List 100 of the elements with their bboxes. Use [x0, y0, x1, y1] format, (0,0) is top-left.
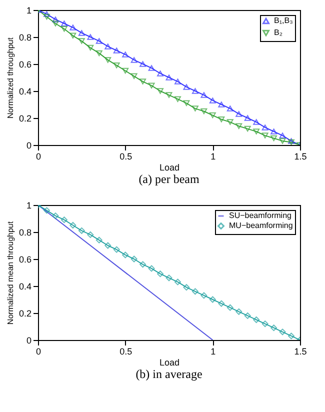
point — [140, 61, 146, 67]
point — [279, 138, 286, 144]
point — [148, 82, 155, 88]
x-tick-label: 0.5 — [120, 346, 132, 356]
point — [279, 132, 286, 138]
point — [262, 320, 268, 328]
point — [174, 78, 181, 84]
y-tick-label: 0.8 — [18, 32, 32, 42]
point — [104, 242, 112, 249]
point — [200, 292, 208, 299]
point — [200, 92, 208, 98]
point — [270, 135, 278, 142]
y-tick-label: 0.2 — [18, 114, 32, 124]
x-tick-label: 1.5 — [294, 152, 307, 162]
x-axis-title: Load — [159, 162, 180, 172]
point — [122, 52, 129, 58]
text: (a) per beam — [138, 172, 200, 186]
point — [96, 50, 102, 56]
y-tick-label: 0.4 — [18, 282, 32, 292]
point — [174, 96, 181, 102]
point — [78, 227, 85, 234]
point — [87, 34, 94, 40]
point — [130, 73, 138, 80]
point — [130, 256, 138, 262]
point — [236, 308, 242, 315]
point — [253, 316, 260, 323]
point — [166, 74, 172, 80]
point — [226, 106, 234, 112]
point — [192, 288, 198, 295]
point — [236, 123, 242, 129]
point — [270, 128, 278, 134]
point — [262, 132, 268, 138]
point — [262, 124, 268, 130]
point — [87, 44, 94, 51]
point — [253, 128, 260, 134]
point — [209, 112, 216, 118]
point — [43, 207, 50, 214]
point — [166, 274, 172, 282]
y-tick-label: 0.6 — [18, 60, 32, 70]
y-tick-label: 0 — [26, 140, 32, 150]
point — [183, 284, 190, 291]
point — [148, 65, 155, 71]
x-tick-label: 0 — [36, 346, 42, 356]
point — [60, 20, 68, 26]
point — [140, 78, 146, 84]
legend-label: SU−beamforming — [229, 211, 292, 220]
point — [130, 57, 138, 63]
point — [140, 261, 146, 268]
point — [183, 100, 190, 106]
point — [122, 252, 129, 258]
point — [52, 212, 59, 220]
y-axis-title: Normalized mean throughput — [6, 220, 15, 325]
point — [70, 32, 76, 39]
y-axis-title: Normalized throughput — [6, 36, 15, 118]
point — [253, 119, 260, 125]
point — [52, 16, 59, 22]
y-tick-label: 0.4 — [18, 86, 32, 96]
point — [148, 265, 155, 272]
x-tick-label: 0 — [36, 152, 42, 162]
point — [87, 231, 94, 238]
point — [60, 216, 68, 224]
point — [104, 44, 112, 50]
y-tick-label: 0.6 — [18, 254, 32, 264]
text: (b) in average — [136, 367, 202, 381]
point — [244, 126, 251, 132]
point — [183, 84, 190, 90]
point — [113, 246, 120, 253]
point — [236, 111, 242, 117]
point — [70, 24, 76, 30]
point — [78, 30, 85, 36]
point — [192, 88, 198, 94]
x-tick-label: 1.5 — [294, 346, 307, 356]
x-tick-label: 1 — [210, 346, 216, 356]
x-tick-label: 1 — [210, 152, 216, 162]
legend-label: B₁,B₃ — [274, 16, 293, 25]
y-tick-label: 0.2 — [18, 308, 32, 318]
point — [70, 222, 76, 228]
point — [113, 62, 120, 68]
legend-label: MU−beamforming — [229, 221, 293, 230]
y-tick-label: 1 — [26, 200, 32, 210]
point — [60, 26, 68, 32]
point — [226, 304, 234, 311]
point — [192, 106, 198, 112]
y-tick-label: 0.8 — [18, 228, 32, 238]
y-tick-label: 0 — [26, 336, 32, 346]
point — [209, 98, 216, 104]
point — [244, 312, 251, 319]
point — [122, 68, 129, 74]
point — [157, 88, 164, 94]
point — [104, 57, 112, 63]
point — [288, 332, 295, 340]
point — [279, 328, 286, 336]
y-tick-label: 1 — [26, 6, 32, 16]
point — [157, 270, 164, 278]
point — [226, 119, 234, 125]
point — [157, 70, 164, 76]
x-axis-title: Load — [159, 358, 180, 368]
point — [43, 14, 50, 20]
point — [43, 11, 50, 17]
point — [52, 20, 59, 26]
